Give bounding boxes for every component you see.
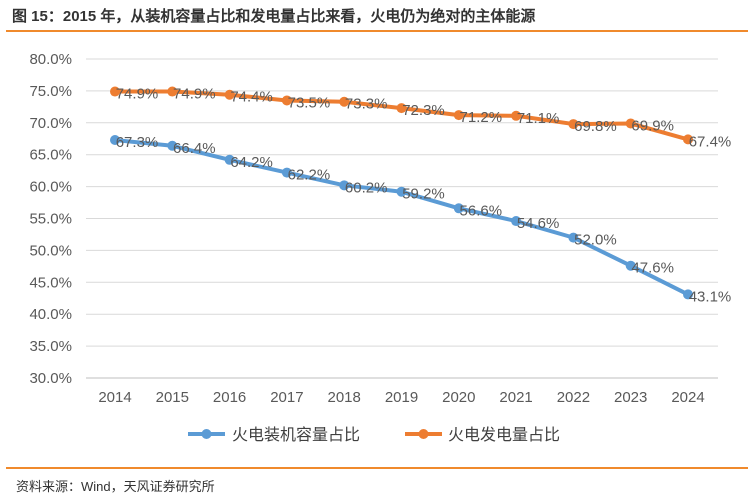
- y-tick-label: 30.0%: [29, 370, 72, 387]
- source-note: 资料来源：Wind，天风证券研究所: [16, 479, 215, 494]
- x-tick-label: 2021: [499, 389, 532, 406]
- data-label: 54.6%: [517, 215, 560, 232]
- data-point: [683, 289, 693, 300]
- figure-title: 图 15：2015 年，从装机容量占比和发电量占比来看，火电仍为绝对的主体能源: [12, 8, 536, 25]
- data-label: 73.5%: [288, 94, 331, 111]
- x-tick-label: 2020: [442, 389, 475, 406]
- legend-marker: [201, 429, 212, 439]
- y-tick-label: 80.0%: [29, 51, 72, 68]
- data-label: 74.4%: [230, 89, 273, 106]
- y-tick-label: 40.0%: [29, 306, 72, 323]
- data-point: [167, 86, 178, 97]
- data-point: [625, 118, 636, 129]
- source-divider: [6, 467, 748, 469]
- data-point: [281, 95, 292, 106]
- data-label: 71.2%: [460, 109, 503, 126]
- x-tick-label: 2022: [557, 389, 590, 406]
- data-label: 64.2%: [230, 154, 273, 171]
- x-tick-label: 2024: [671, 389, 704, 406]
- data-point: [110, 135, 120, 146]
- data-label: 56.6%: [460, 202, 503, 219]
- y-tick-label: 45.0%: [29, 274, 72, 291]
- y-tick-label: 50.0%: [29, 242, 72, 259]
- legend-label: 火电发电量占比: [448, 426, 560, 444]
- data-point: [511, 216, 522, 227]
- legend-marker: [418, 429, 429, 439]
- x-tick-label: 2015: [156, 389, 189, 406]
- series-line: [114, 138, 689, 297]
- data-label: 71.1%: [517, 110, 560, 127]
- data-point: [453, 110, 464, 121]
- line-chart: 30.0% 35.0% 40.0% 45.0% 50.0% 55.0% 60.0% 65.0%…: [29, 51, 732, 444]
- data-point: [224, 89, 235, 100]
- data-label: 60.2%: [345, 179, 388, 196]
- data-label: 62.2%: [288, 167, 331, 184]
- data-label: 74.9%: [116, 86, 159, 103]
- data-point: [396, 186, 407, 197]
- x-tick-label: 2014: [98, 389, 131, 406]
- data-point: [339, 180, 350, 191]
- x-tick-label: 2023: [614, 389, 647, 406]
- y-tick-label: 75.0%: [29, 83, 72, 100]
- data-point: [453, 203, 464, 214]
- data-label: 52.0%: [574, 232, 617, 249]
- data-point: [511, 110, 522, 121]
- data-label: 73.3%: [345, 96, 388, 113]
- data-point: [281, 167, 292, 178]
- data-label: 67.3%: [116, 134, 159, 151]
- data-point: [224, 154, 235, 165]
- data-label: 67.4%: [689, 133, 732, 150]
- x-tick-label: 2016: [213, 389, 246, 406]
- x-tick-label: 2017: [270, 389, 303, 406]
- data-point: [625, 260, 636, 271]
- data-label: 69.9%: [631, 117, 674, 134]
- data-point: [339, 96, 350, 107]
- data-point: [568, 119, 579, 130]
- data-label: 66.4%: [173, 140, 216, 157]
- data-point: [568, 232, 579, 243]
- x-tick-label: 2019: [385, 389, 418, 406]
- data-point: [396, 103, 407, 114]
- data-label: 59.2%: [402, 186, 445, 203]
- y-tick-label: 70.0%: [29, 115, 72, 132]
- data-point: [167, 140, 178, 151]
- data-label: 47.6%: [631, 260, 674, 277]
- x-tick-label: 2018: [328, 389, 361, 406]
- y-tick-label: 35.0%: [29, 338, 72, 355]
- y-tick-label: 65.0%: [29, 147, 72, 164]
- data-label: 74.9%: [173, 86, 216, 103]
- data-point: [683, 134, 693, 145]
- legend-label: 火电装机容量占比: [232, 426, 360, 444]
- data-label: 72.3%: [402, 102, 445, 119]
- y-tick-label: 55.0%: [29, 211, 72, 228]
- data-label: 69.8%: [574, 118, 617, 135]
- data-label: 43.1%: [689, 288, 732, 305]
- data-point: [110, 86, 120, 97]
- title-divider: [6, 30, 748, 32]
- y-tick-label: 60.0%: [29, 179, 72, 196]
